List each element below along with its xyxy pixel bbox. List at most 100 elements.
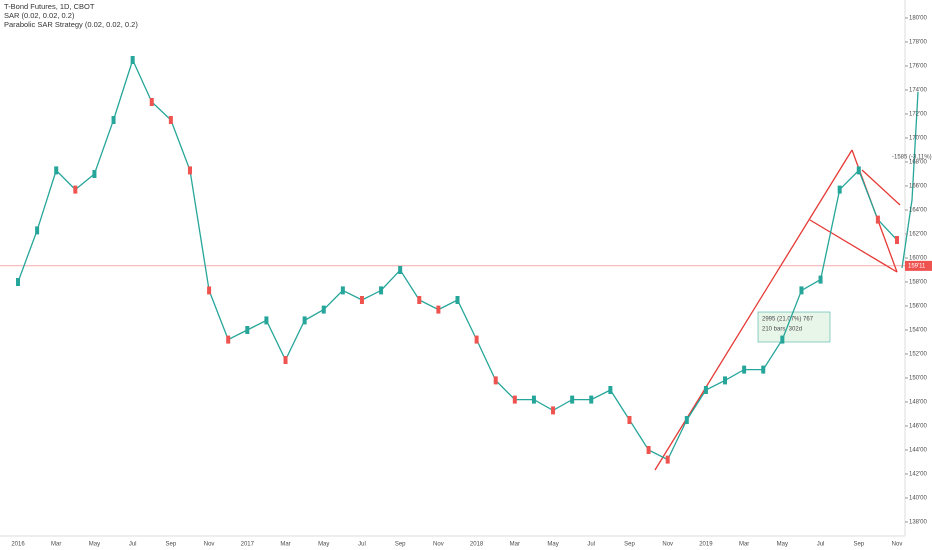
candle (35, 226, 40, 235)
y-tick-label: 164'00 (909, 208, 927, 214)
candle (474, 335, 479, 344)
x-tick-label: May (547, 542, 558, 548)
y-tick-label: 152'00 (909, 352, 927, 358)
candle (512, 395, 517, 404)
candle (799, 286, 804, 295)
y-tick-label: 148'00 (909, 400, 927, 406)
candle (283, 356, 288, 364)
x-tick-label: Mar (280, 542, 290, 548)
candle (665, 455, 670, 464)
x-tick-label: Sep (853, 542, 864, 548)
candle (54, 166, 59, 175)
x-tick-label: Mar (51, 542, 61, 548)
y-tick-label: 158'00 (909, 280, 927, 286)
candle (398, 266, 403, 274)
projection-arrow (901, 91, 919, 269)
candle (551, 406, 556, 415)
candle (92, 170, 97, 178)
y-tick-label: 142'00 (909, 472, 927, 478)
y-tick-label: 168'00 (909, 160, 927, 166)
candle (531, 395, 536, 404)
candle (703, 386, 708, 394)
candle (302, 316, 307, 325)
candle (875, 215, 880, 224)
indicator-label: Parabolic SAR Strategy (0.02, 0.02, 0.2) (4, 20, 138, 29)
y-tick-label: 160'00 (909, 256, 927, 262)
last-price-tag (905, 260, 932, 271)
last-price-label: 159'11 (908, 263, 926, 269)
candle (359, 296, 364, 304)
y-tick-label: 138'00 (909, 520, 927, 526)
x-tick-label: May (318, 542, 329, 548)
candle (321, 305, 326, 314)
candle (226, 335, 231, 344)
candle (684, 416, 689, 424)
candle (856, 166, 861, 175)
candle (455, 296, 460, 304)
annotation: 2995 (21.07%) 767 (762, 317, 814, 323)
x-tick-label: Jul (817, 542, 825, 548)
candle (245, 326, 250, 334)
candle (16, 278, 20, 286)
candle (130, 56, 135, 64)
candle (379, 286, 384, 295)
x-tick-label: Jul (358, 542, 366, 548)
y-tick-label: 166'00 (909, 184, 927, 190)
x-tick-label: Mar (739, 542, 749, 548)
candle (895, 236, 899, 244)
candle (149, 98, 154, 106)
x-tick-label: 2016 (11, 542, 25, 548)
candle (207, 286, 212, 295)
y-tick-label: 178'00 (909, 40, 927, 46)
y-tick-label: 174'00 (909, 88, 927, 94)
chart-title: T-Bond Futures, 1D, CBOT (4, 2, 95, 11)
y-tick-label: 154'00 (909, 328, 927, 334)
y-tick-label: 172'00 (909, 112, 927, 118)
x-tick-label: Nov (204, 542, 215, 548)
y-tick-label: 170'00 (909, 136, 927, 142)
candle (264, 316, 269, 325)
x-tick-label: Jul (129, 542, 137, 548)
y-tick-label: 146'00 (909, 424, 927, 430)
candle (589, 395, 594, 404)
x-tick-label: 2018 (470, 542, 484, 548)
candle (608, 386, 613, 394)
x-tick-label: Sep (395, 542, 406, 548)
candle (493, 376, 498, 385)
candle (417, 296, 422, 304)
y-tick-label: 162'00 (909, 232, 927, 238)
x-tick-label: Mar (510, 542, 520, 548)
x-tick-label: Nov (433, 542, 444, 548)
candle (436, 305, 441, 314)
measure-box (757, 311, 831, 343)
candle (111, 116, 116, 124)
x-tick-label: Nov (892, 542, 903, 548)
y-tick-label: 150'00 (909, 376, 927, 382)
candle (570, 395, 575, 404)
x-tick-label: 2019 (699, 542, 713, 548)
y-tick-label: 144'00 (909, 448, 927, 454)
x-tick-label: Sep (624, 542, 635, 548)
annotation: -1585 (-3.11%) (892, 155, 932, 161)
y-tick-label: 156'00 (909, 304, 927, 310)
candle (627, 416, 632, 424)
candle (723, 376, 728, 385)
x-tick-label: Jul (587, 542, 595, 548)
x-tick-label: Nov (662, 542, 673, 548)
x-tick-label: Sep (166, 542, 177, 548)
candle (187, 166, 192, 175)
x-tick-label: May (89, 542, 100, 548)
candle (168, 116, 173, 124)
candle (340, 286, 345, 295)
candle (742, 365, 747, 374)
candle (818, 275, 823, 284)
y-tick-label: 176'00 (909, 64, 927, 70)
candle (780, 335, 785, 344)
candle (73, 185, 78, 194)
y-tick-label: 140'00 (909, 496, 927, 502)
y-tick-label: 180'00 (909, 16, 927, 22)
x-tick-label: May (777, 542, 788, 548)
x-tick-label: 2017 (241, 542, 255, 548)
